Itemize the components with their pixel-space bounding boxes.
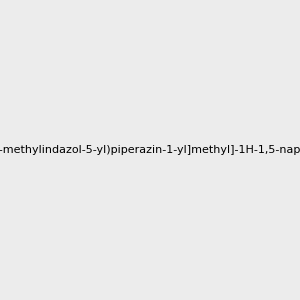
Text: 3-ethyl-7-[[4-(1-methylindazol-5-yl)piperazin-1-yl]methyl]-1H-1,5-naphthyridin-2: 3-ethyl-7-[[4-(1-methylindazol-5-yl)pipe… [0,145,300,155]
